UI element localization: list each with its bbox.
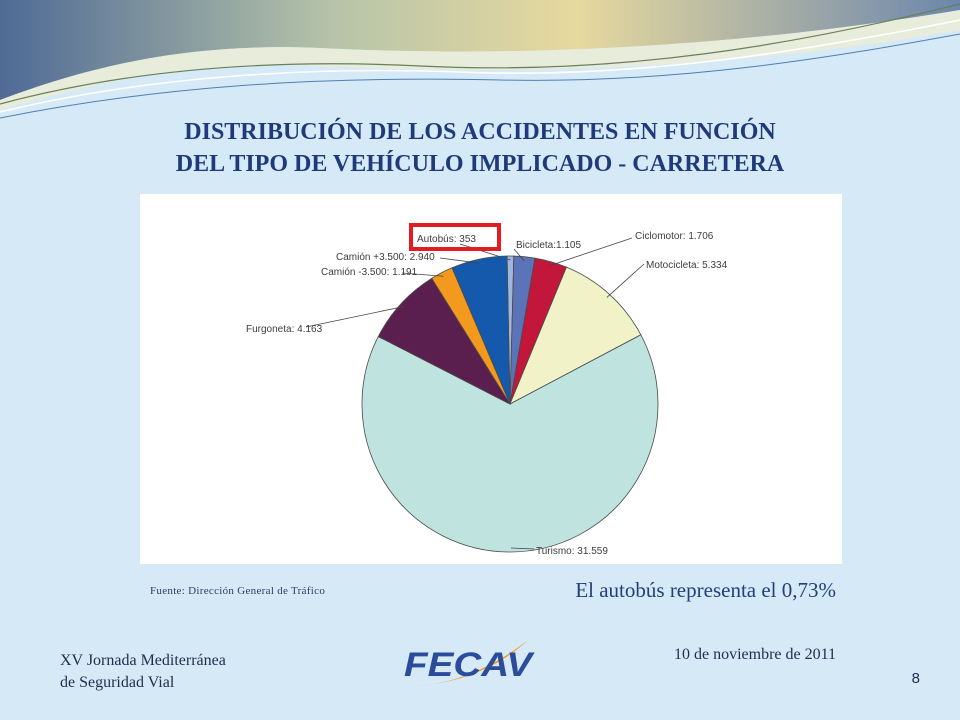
slice-label-camion-3-500: Camión -3.500: 1.191 [321,267,418,278]
event-line-1: XV Jornada Mediterránea [60,652,226,669]
slice-label-camion-3-500: Camión +3.500: 2.940 [336,252,435,263]
pie-chart: Autobús: 353 Bicicleta:1.105 Ciclomotor: 1… [246,223,728,557]
slice-label-motocicleta: Motocicleta: 5.334 [646,260,728,271]
leader-line-camion-3-500 [401,272,444,277]
leader-line-turismo [510,547,535,550]
leader-line-bicicleta [513,248,525,261]
slice-label-autobus: Autobús: 353 [417,234,476,245]
leader-line-motocicleta [606,263,645,298]
highlight-box-autobus [409,223,501,251]
slice-label-turismo: Turismo: 31.559 [536,546,608,557]
source-note: Fuente: Dirección General de Tráfico [150,585,326,597]
slice-label-furgoneta: Furgoneta: 4.163 [246,324,323,335]
conclusion-text: El autobús representa el 0,73% [575,578,836,602]
footer-event-name: XV Jornada Mediterránea de Seguridad Via… [60,650,226,694]
event-line-2: de Seguridad Vial [60,674,175,691]
logo-text: FECAV [404,646,536,684]
footer-date: 10 de noviembre de 2011 [673,646,836,663]
pie-slice-camion-3-500 [451,255,511,405]
slice-label-ciclomotor: Ciclomotor: 1.706 [635,231,714,242]
title-line-1: DISTRIBUCIÓN DE LOS ACCIDENTES EN FUNCIÓ… [184,119,776,145]
leader-line-camion-3-500 [439,257,480,264]
slide-title: DISTRIBUCIÓN DE LOS ACCIDENTES EN FUNCIÓ… [100,116,860,180]
page-number: 8 [911,670,920,687]
title-line-2: DEL TIPO DE VEHÍCULO IMPLICADO - CARRETE… [175,151,785,177]
fecav-logo: FECAV [404,640,536,686]
slice-label-bicicleta: Bicicleta:1.105 [516,240,581,251]
leader-line-furgoneta [305,306,405,328]
header-wave-banner [0,0,960,119]
leader-line-ciclomotor [549,237,633,266]
pie-slice-turismo [361,334,659,553]
pie-chart-panel: Autobús: 353 Bicicleta:1.105 Ciclomotor: 1… [140,194,842,564]
